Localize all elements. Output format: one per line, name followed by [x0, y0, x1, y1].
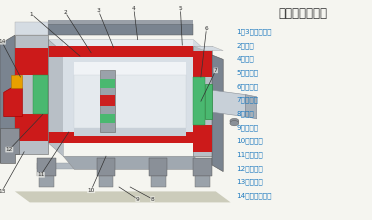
Polygon shape: [48, 20, 193, 24]
Text: 14－缓冲节流阀: 14－缓冲节流阀: [236, 192, 272, 199]
Text: 11: 11: [37, 172, 45, 177]
Text: 1: 1: [30, 12, 33, 17]
Polygon shape: [0, 35, 15, 163]
Text: 5: 5: [179, 6, 182, 11]
Text: 1、3－缓冲柱塞: 1、3－缓冲柱塞: [236, 29, 272, 35]
Polygon shape: [39, 176, 54, 187]
Polygon shape: [37, 163, 205, 169]
Polygon shape: [15, 22, 48, 35]
Polygon shape: [37, 47, 205, 52]
Polygon shape: [63, 53, 193, 136]
Polygon shape: [193, 125, 212, 152]
Polygon shape: [100, 70, 115, 132]
Text: 6－防尘圈: 6－防尘圈: [236, 83, 258, 90]
Polygon shape: [74, 128, 186, 136]
Polygon shape: [15, 48, 48, 75]
Polygon shape: [100, 95, 115, 106]
Polygon shape: [15, 35, 48, 154]
Text: 14: 14: [0, 39, 6, 44]
Text: 6: 6: [205, 26, 208, 31]
Polygon shape: [193, 158, 212, 176]
Polygon shape: [193, 46, 223, 51]
Polygon shape: [15, 114, 48, 141]
Text: 2: 2: [63, 10, 67, 15]
Text: 13: 13: [0, 189, 6, 194]
Polygon shape: [195, 176, 210, 187]
Polygon shape: [205, 84, 212, 119]
Polygon shape: [63, 40, 193, 53]
Text: 7－前端盖: 7－前端盖: [236, 97, 258, 103]
Text: 8: 8: [151, 197, 154, 202]
Text: 5－导向套: 5－导向套: [236, 70, 258, 76]
Polygon shape: [100, 79, 115, 88]
Polygon shape: [193, 51, 212, 77]
Text: 4－缸筒: 4－缸筒: [236, 56, 254, 62]
Polygon shape: [212, 90, 246, 117]
Polygon shape: [0, 128, 19, 163]
Polygon shape: [33, 75, 48, 114]
Circle shape: [230, 118, 239, 124]
Text: 12－密封圈: 12－密封圈: [236, 165, 263, 172]
Text: 11－耐磨环: 11－耐磨环: [236, 151, 263, 158]
Polygon shape: [37, 158, 56, 176]
Polygon shape: [74, 75, 186, 128]
Polygon shape: [151, 176, 166, 187]
Text: 3: 3: [97, 9, 100, 13]
Text: 12: 12: [6, 147, 13, 152]
Text: 普通双作用气缸: 普通双作用气缸: [279, 7, 328, 20]
Text: 9: 9: [136, 197, 140, 202]
Polygon shape: [74, 62, 186, 75]
Text: 10－活塞杆: 10－活塞杆: [236, 138, 263, 144]
Polygon shape: [99, 176, 113, 187]
Polygon shape: [193, 77, 205, 125]
Polygon shape: [15, 191, 231, 202]
Text: 7: 7: [214, 68, 218, 73]
Text: 4: 4: [132, 6, 136, 11]
Polygon shape: [48, 132, 193, 143]
Text: 8－气口: 8－气口: [236, 110, 254, 117]
Polygon shape: [48, 40, 63, 156]
Polygon shape: [48, 24, 193, 35]
Text: 10: 10: [87, 188, 95, 193]
Polygon shape: [246, 95, 257, 119]
Circle shape: [230, 121, 239, 126]
Polygon shape: [212, 55, 223, 172]
Polygon shape: [97, 158, 115, 176]
Polygon shape: [48, 46, 193, 57]
Polygon shape: [48, 40, 208, 53]
Text: 9－传感器: 9－传感器: [236, 124, 258, 131]
Polygon shape: [149, 158, 167, 176]
Polygon shape: [4, 88, 22, 117]
Text: 2－活塞: 2－活塞: [236, 42, 254, 49]
Polygon shape: [63, 156, 208, 169]
Text: 13－后端盖: 13－后端盖: [236, 179, 263, 185]
Polygon shape: [193, 46, 212, 156]
Polygon shape: [11, 75, 22, 88]
Polygon shape: [100, 114, 115, 123]
